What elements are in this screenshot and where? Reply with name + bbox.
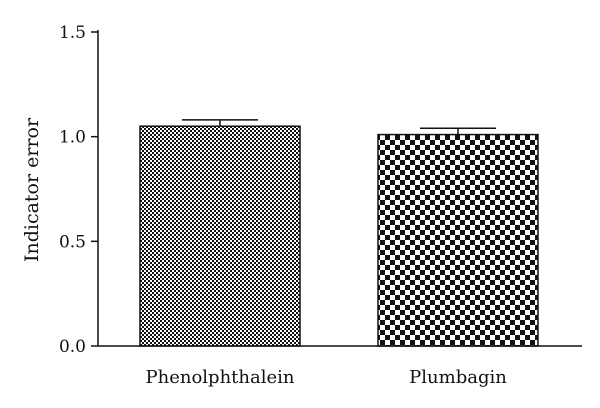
- x-axis-labels: Phenolphthalein Plumbagin: [146, 367, 508, 388]
- y-axis-title: Indicator error: [21, 117, 43, 262]
- x-category-label: Phenolphthalein: [146, 367, 295, 388]
- y-axis-ticks: 0.0 0.5 1.0 1.5: [59, 23, 98, 357]
- bars-group: [139, 119, 539, 347]
- y-tick-label: 1.5: [59, 23, 86, 43]
- bar-phenolphthalein: [139, 125, 301, 347]
- bar-plumbagin: [377, 133, 539, 347]
- y-tick-label: 0.0: [59, 337, 86, 357]
- x-category-label: Plumbagin: [409, 367, 507, 388]
- y-tick-label: 0.5: [59, 232, 86, 252]
- y-tick-label: 1.0: [59, 128, 86, 148]
